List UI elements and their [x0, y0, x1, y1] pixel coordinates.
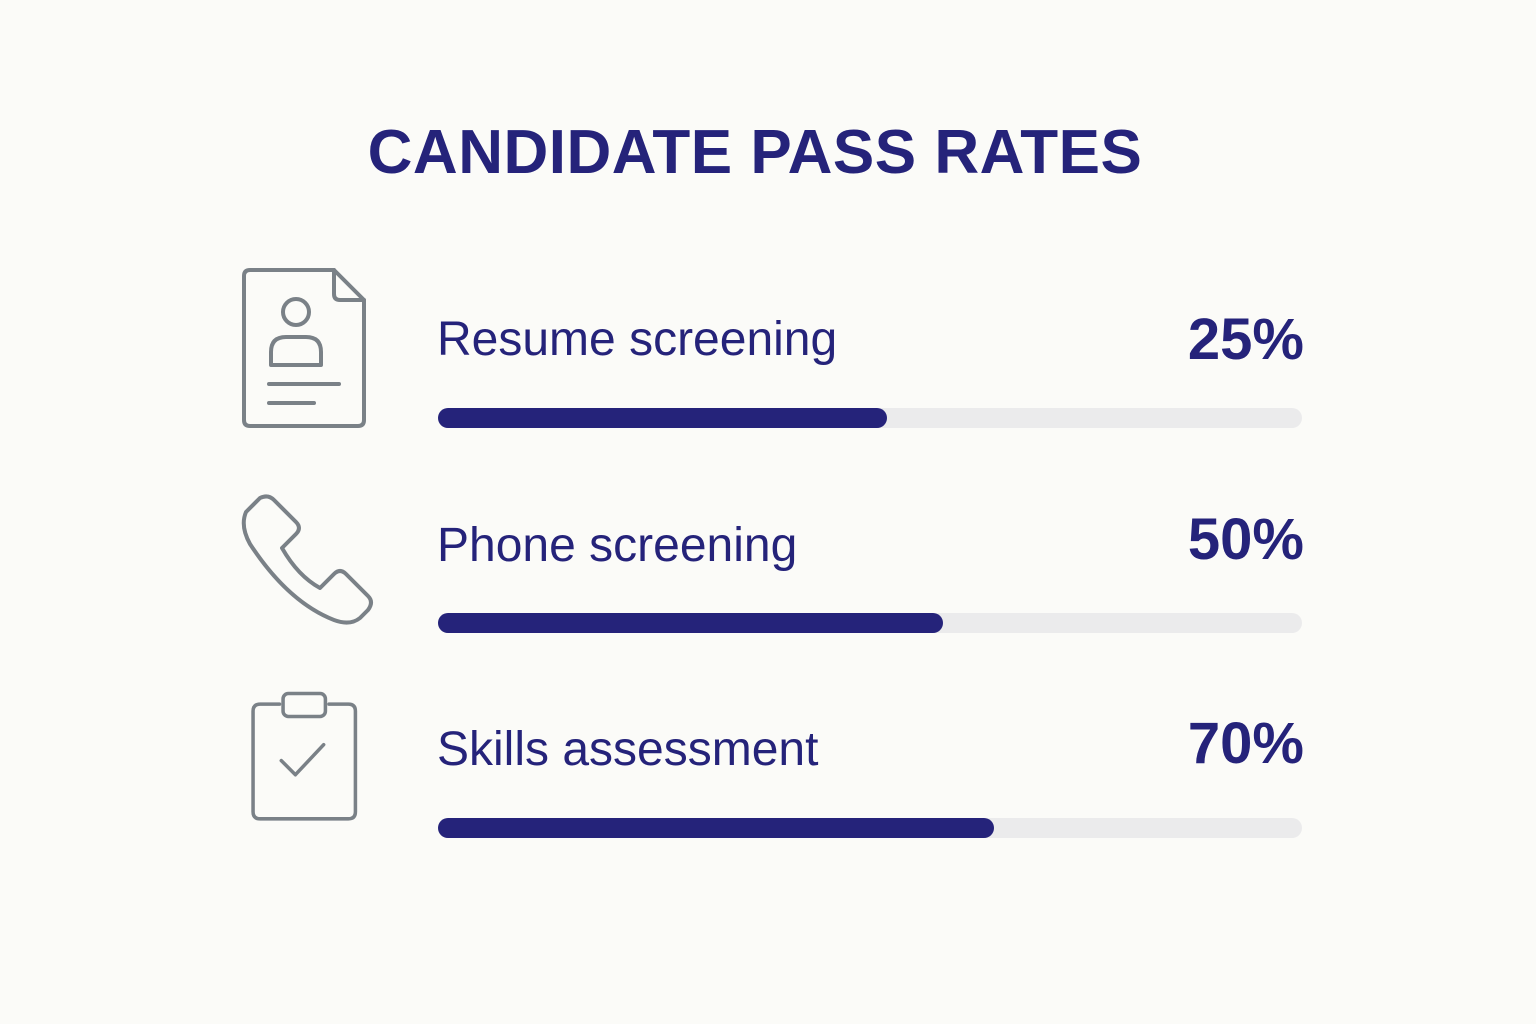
- chart-title: CANDIDATE PASS RATES: [367, 118, 1143, 187]
- row-label: Resume screening: [437, 313, 838, 366]
- clipboard-check-icon: [236, 690, 376, 860]
- pass-rate-row-phone: Phone screening 50%: [0, 490, 1536, 670]
- row-label: Skills assessment: [437, 723, 819, 776]
- row-label: Phone screening: [437, 519, 798, 572]
- value-label: 70%: [1187, 711, 1304, 776]
- progress-track: [438, 408, 1302, 428]
- progress-bar-phone: [438, 613, 943, 633]
- progress-track: [438, 613, 1302, 633]
- progress-bar-resume: [438, 408, 887, 428]
- progress-track: [438, 818, 1302, 838]
- progress-bar-skills: [438, 818, 994, 838]
- pass-rate-row-resume: Resume screening 25%: [0, 262, 1536, 442]
- resume-icon: [236, 262, 376, 432]
- phone-icon: [236, 490, 376, 660]
- pass-rate-row-skills: Skills assessment 70%: [0, 690, 1536, 870]
- value-label: 25%: [1187, 307, 1304, 372]
- value-label: 50%: [1187, 507, 1304, 572]
